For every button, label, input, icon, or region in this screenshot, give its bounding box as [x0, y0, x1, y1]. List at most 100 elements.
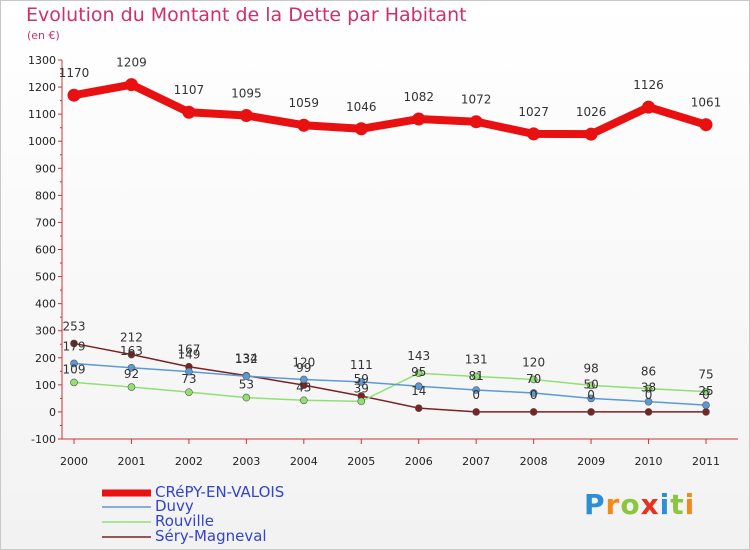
data-label: 86 — [641, 365, 656, 379]
data-point — [300, 396, 308, 405]
legend-label: Rouville — [155, 512, 215, 530]
data-label: 111 — [350, 358, 373, 372]
data-point — [354, 122, 368, 136]
data-point — [124, 78, 138, 92]
data-label: 179 — [63, 339, 86, 353]
data-point — [242, 393, 251, 402]
data-label: 1026 — [576, 105, 607, 119]
data-label: 53 — [239, 378, 254, 392]
data-point — [529, 408, 538, 416]
x-tick-label: 2011 — [692, 455, 720, 468]
data-label: 0 — [530, 388, 538, 402]
data-label: 253 — [63, 319, 86, 333]
y-tick-label: -100 — [31, 433, 56, 446]
data-label: 38 — [641, 381, 656, 395]
data-point — [642, 100, 656, 114]
data-point — [587, 381, 595, 390]
data-label: 73 — [181, 372, 196, 386]
y-tick-label: 1200 — [28, 81, 56, 94]
data-point — [412, 112, 426, 126]
data-point — [529, 389, 538, 397]
y-tick-label: 300 — [35, 325, 56, 338]
series-line-1 — [73, 362, 707, 406]
data-label: 0 — [702, 388, 710, 402]
y-tick-label: 1000 — [28, 135, 56, 148]
legend-label: CRéPY-EN-VALOIS — [155, 483, 285, 501]
data-point — [297, 118, 311, 132]
x-tick-label: 2003 — [232, 455, 260, 468]
data-point — [70, 378, 78, 387]
data-label: 1095 — [231, 86, 262, 100]
data-point — [699, 118, 713, 132]
x-tick-label: 2005 — [347, 455, 375, 468]
data-point — [70, 359, 78, 368]
data-label: 1061 — [691, 96, 722, 110]
data-label: 0 — [645, 388, 653, 402]
data-point — [185, 388, 193, 396]
series-line-2 — [73, 372, 707, 403]
data-label: 1082 — [403, 90, 434, 104]
logo-letter: r — [605, 488, 621, 521]
data-point — [67, 88, 81, 102]
data-point — [469, 115, 483, 129]
data-point — [414, 369, 423, 378]
legend-label: Duvy — [155, 497, 194, 515]
data-label: 1126 — [633, 78, 664, 92]
data-label: 1170 — [59, 66, 90, 80]
data-label: 95 — [411, 365, 426, 379]
y-tick-label: 1100 — [28, 108, 56, 121]
data-label: 131 — [465, 352, 488, 366]
data-point — [357, 397, 366, 406]
logo-letter: x — [640, 488, 660, 521]
data-label: 1027 — [518, 105, 549, 119]
data-label: 0 — [587, 388, 595, 402]
data-label: 1072 — [461, 93, 492, 107]
data-label: 75 — [698, 368, 713, 382]
data-label: 120 — [292, 355, 315, 369]
data-label: 1046 — [346, 100, 377, 114]
data-label: 25 — [698, 384, 713, 398]
chart-subtitle: (en €) — [27, 29, 60, 42]
data-label: 92 — [124, 367, 139, 381]
data-label: 149 — [177, 348, 200, 362]
data-point — [239, 108, 253, 122]
data-point — [414, 404, 423, 412]
data-label: 1107 — [174, 83, 205, 97]
x-tick-label: 2007 — [462, 455, 490, 468]
y-tick-label: 100 — [35, 379, 56, 392]
data-point — [644, 384, 653, 393]
data-point — [127, 350, 136, 359]
data-point — [702, 408, 710, 416]
data-label: 1209 — [116, 56, 147, 70]
data-point — [702, 387, 710, 396]
series-line-0 — [73, 80, 708, 139]
y-tick-label: 800 — [35, 189, 56, 202]
data-label: 134 — [235, 352, 258, 366]
data-point — [127, 383, 136, 391]
proxiti-logo: Proxiti — [584, 488, 695, 521]
data-point — [472, 386, 480, 394]
data-point — [242, 372, 251, 380]
y-tick-label: 400 — [35, 298, 56, 311]
logo-letter: i — [684, 488, 696, 521]
y-tick-label: 200 — [35, 352, 56, 365]
data-label: 1059 — [289, 96, 320, 110]
logo-letter: P — [584, 488, 606, 521]
logo-letter: o — [620, 488, 641, 521]
data-point — [472, 408, 480, 416]
y-tick-label: 1300 — [28, 54, 56, 67]
legend-label: Séry-Magneval — [155, 527, 267, 545]
data-point — [644, 397, 653, 406]
x-tick-label: 2010 — [635, 455, 663, 468]
chart-title: Evolution du Montant de la Dette par Hab… — [26, 4, 467, 26]
x-tick-label: 2004 — [290, 455, 318, 468]
data-label: 120 — [522, 355, 545, 369]
y-tick-label: 900 — [35, 162, 56, 175]
data-point — [644, 408, 653, 416]
data-label: 98 — [583, 361, 598, 375]
data-point — [587, 408, 595, 416]
data-point — [414, 382, 423, 391]
data-label: 0 — [472, 388, 480, 402]
data-label: 43 — [296, 380, 311, 394]
